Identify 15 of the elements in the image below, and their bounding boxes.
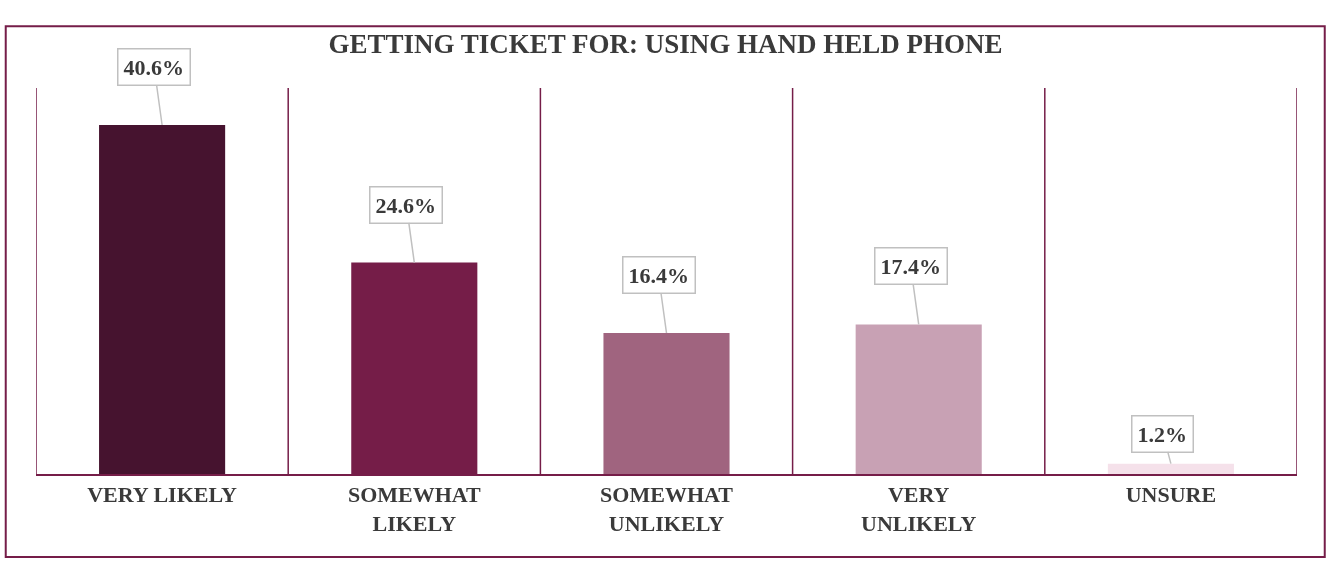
- x-tick-label: SOMEWHAT UNLIKELY: [600, 482, 734, 536]
- bar: [855, 324, 982, 474]
- x-tick-label: VERY UNLIKELY: [861, 482, 977, 536]
- bar: [99, 124, 226, 474]
- x-tick-label: SOMEWHAT LIKELY: [347, 482, 482, 536]
- x-tick-label: VERY LIKELY: [87, 482, 238, 508]
- x-tick-label: UNSURE: [1125, 482, 1217, 508]
- bar: [1107, 463, 1234, 474]
- data-label: 16.4%: [628, 262, 689, 288]
- bar: [603, 333, 730, 474]
- data-label: 17.4%: [880, 253, 941, 279]
- data-label: 1.2%: [1137, 421, 1187, 447]
- chart-title: GETTING TICKET FOR: USING HAND HELD PHONE: [328, 28, 1003, 59]
- data-label: 24.6%: [375, 192, 436, 218]
- data-label: 40.6%: [123, 54, 184, 80]
